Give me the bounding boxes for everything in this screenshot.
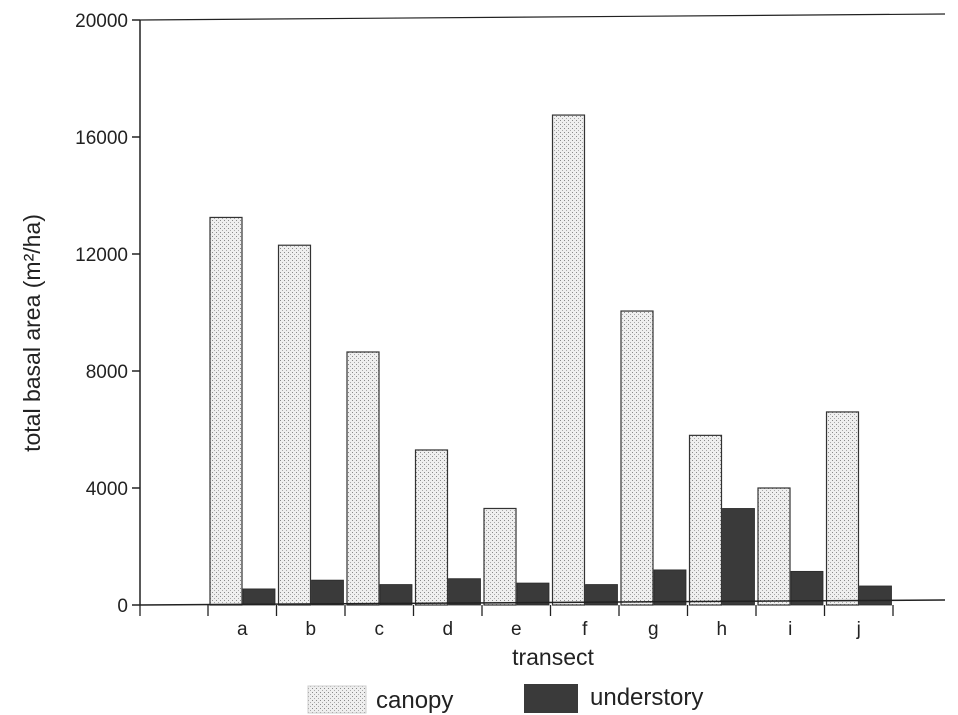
x-tick-label-e: e: [511, 619, 522, 640]
x-tick-label-g: g: [648, 619, 659, 640]
x-axis-line: [139, 599, 946, 606]
legend-label-canopy: canopy: [376, 687, 453, 714]
x-tick-label-d: d: [442, 619, 453, 640]
x-tick-label-f: f: [582, 619, 588, 640]
bar-understory-e: [516, 582, 550, 606]
bar-canopy-j: [825, 411, 860, 606]
bar-canopy-h: [688, 434, 723, 606]
x-tick-label-h: h: [716, 619, 727, 640]
bars-layer: [209, 114, 892, 606]
legend-swatch-understory: [524, 684, 578, 713]
x-axis-title: transect: [512, 644, 594, 670]
bar-canopy-g: [620, 310, 654, 606]
x-tick-label-i: i: [788, 619, 792, 640]
bar-understory-g: [653, 569, 687, 606]
bar-canopy-f: [551, 114, 586, 606]
bar-understory-f: [585, 584, 618, 606]
legend-label-understory: understory: [590, 684, 703, 711]
bar-understory-h: [722, 508, 755, 606]
y-tick-label-12000: 12000: [75, 245, 128, 266]
bar-understory-a: [242, 588, 276, 606]
bar-understory-c: [379, 584, 413, 606]
bar-canopy-b: [277, 244, 312, 606]
y-tick-label-4000: 4000: [86, 479, 128, 500]
y-axis-title: total basal area (m²/ha): [19, 214, 45, 452]
bar-canopy-a: [209, 216, 243, 606]
top-frame-line: [139, 13, 946, 21]
y-ticks-layer: 0 4000 8000 12000 16000 20000: [75, 11, 140, 617]
legend-swatch-canopy: [307, 685, 367, 714]
bar-understory-d: [448, 578, 481, 606]
bar-understory-b: [311, 579, 344, 606]
x-tick-label-j: j: [856, 619, 861, 640]
y-tick-label-20000: 20000: [75, 11, 128, 32]
bar-understory-j: [859, 585, 892, 606]
bar-canopy-d: [414, 449, 449, 606]
y-tick-label-16000: 16000: [75, 128, 128, 149]
y-tick-label-8000: 8000: [86, 362, 128, 383]
bar-understory-i: [790, 570, 824, 606]
x-tick-label-c: c: [375, 619, 385, 640]
bar-canopy-i: [757, 487, 791, 606]
x-tick-label-b: b: [305, 619, 316, 640]
legend: canopy understory: [307, 684, 703, 714]
bar-canopy-c: [346, 351, 380, 606]
x-tick-label-a: a: [237, 619, 248, 640]
bar-canopy-e: [483, 507, 517, 606]
y-tick-label-0: 0: [117, 596, 128, 617]
x-ticks-layer: a b c d e f g h i j: [139, 605, 894, 640]
